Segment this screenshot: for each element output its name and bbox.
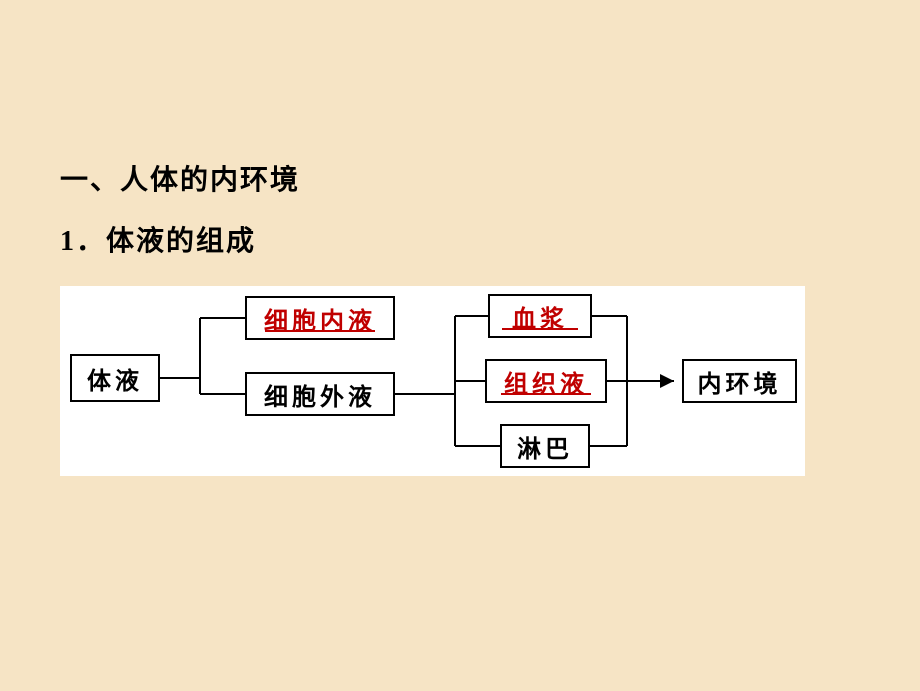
node-n1: 细胞内液 (245, 296, 395, 340)
node-label: 淋巴 (517, 429, 573, 464)
node-c3: 淋巴 (500, 424, 590, 468)
node-label: 体液 (87, 361, 143, 396)
sub-heading: 1．体液的组成 (60, 219, 256, 259)
node-label: 内环境 (698, 364, 782, 399)
flowchart-diagram: 体液 细胞内液细胞外液 血浆组织液淋巴 内环境 (60, 286, 805, 476)
node-label: 细胞外液 (264, 377, 376, 412)
slide: 一、人体的内环境 1．体液的组成 体液 细胞内液细胞外液 血浆组织液淋巴 内环境 (0, 0, 920, 691)
node-c1: 血浆 (488, 294, 592, 338)
section-heading: 一、人体的内环境 (60, 158, 300, 198)
node-n2: 细胞外液 (245, 372, 395, 416)
node-label: 血浆 (512, 299, 568, 334)
node-label: 细胞内液 (264, 301, 376, 336)
node-label: 组织液 (504, 364, 588, 399)
node-dest: 内环境 (682, 359, 797, 403)
node-root: 体液 (70, 354, 160, 402)
node-c2: 组织液 (485, 359, 607, 403)
